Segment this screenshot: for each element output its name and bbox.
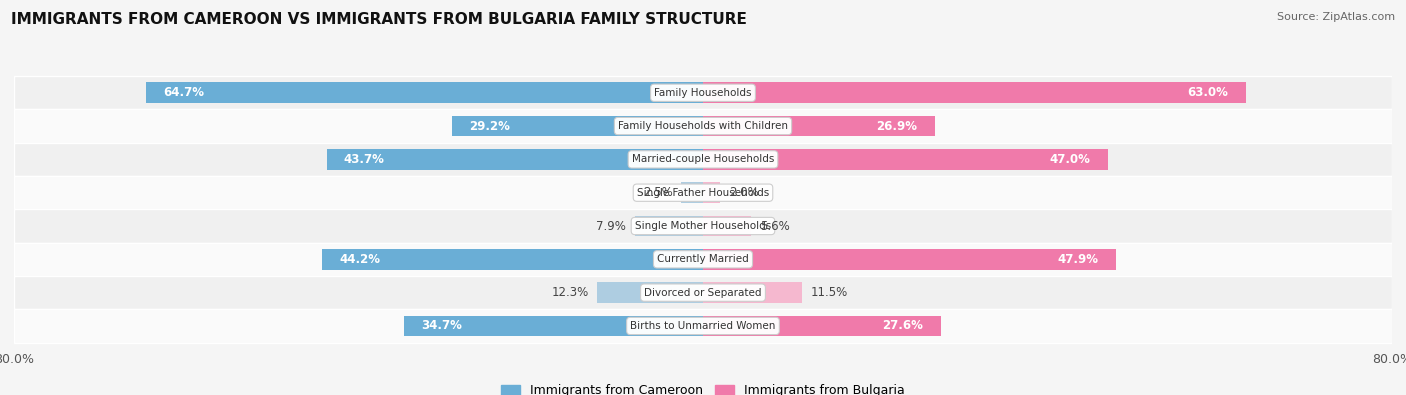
Bar	[14, 209, 1392, 243]
Text: 2.5%: 2.5%	[643, 186, 673, 199]
Bar	[682, 182, 703, 203]
Bar	[14, 309, 1392, 342]
Bar	[703, 216, 751, 236]
Text: 5.6%: 5.6%	[759, 220, 790, 233]
Bar	[404, 316, 703, 336]
Text: Family Households with Children: Family Households with Children	[619, 121, 787, 131]
Bar	[14, 176, 1392, 209]
Text: Single Father Households: Single Father Households	[637, 188, 769, 198]
Bar	[703, 83, 1246, 103]
Text: Source: ZipAtlas.com: Source: ZipAtlas.com	[1277, 12, 1395, 22]
Text: Divorced or Separated: Divorced or Separated	[644, 288, 762, 298]
Text: 12.3%: 12.3%	[551, 286, 589, 299]
Text: 26.9%: 26.9%	[876, 120, 918, 133]
Text: 44.2%: 44.2%	[340, 253, 381, 266]
Bar	[703, 149, 1108, 170]
Text: 47.0%: 47.0%	[1050, 153, 1091, 166]
Text: 43.7%: 43.7%	[344, 153, 385, 166]
Legend: Immigrants from Cameroon, Immigrants from Bulgaria: Immigrants from Cameroon, Immigrants fro…	[496, 379, 910, 395]
Bar	[451, 116, 703, 136]
Text: 11.5%: 11.5%	[811, 286, 848, 299]
Text: Currently Married: Currently Married	[657, 254, 749, 264]
Bar	[14, 109, 1392, 143]
Bar	[326, 149, 703, 170]
Text: 47.9%: 47.9%	[1057, 253, 1098, 266]
Text: 7.9%: 7.9%	[596, 220, 626, 233]
Bar	[598, 282, 703, 303]
Text: 63.0%: 63.0%	[1188, 86, 1229, 99]
Text: 64.7%: 64.7%	[163, 86, 204, 99]
Text: Single Mother Households: Single Mother Households	[636, 221, 770, 231]
Bar	[14, 243, 1392, 276]
Bar	[636, 216, 703, 236]
Text: 34.7%: 34.7%	[422, 320, 463, 333]
Bar	[703, 282, 801, 303]
Bar	[146, 83, 703, 103]
Bar	[322, 249, 703, 270]
Bar	[703, 249, 1115, 270]
Bar	[14, 143, 1392, 176]
Bar	[14, 276, 1392, 309]
Text: Births to Unmarried Women: Births to Unmarried Women	[630, 321, 776, 331]
Text: IMMIGRANTS FROM CAMEROON VS IMMIGRANTS FROM BULGARIA FAMILY STRUCTURE: IMMIGRANTS FROM CAMEROON VS IMMIGRANTS F…	[11, 12, 747, 27]
Bar	[703, 316, 941, 336]
Text: 29.2%: 29.2%	[468, 120, 509, 133]
Text: Married-couple Households: Married-couple Households	[631, 154, 775, 164]
Bar	[14, 76, 1392, 109]
Bar	[703, 182, 720, 203]
Bar	[703, 116, 935, 136]
Text: 2.0%: 2.0%	[728, 186, 759, 199]
Text: Family Households: Family Households	[654, 88, 752, 98]
Text: 27.6%: 27.6%	[883, 320, 924, 333]
